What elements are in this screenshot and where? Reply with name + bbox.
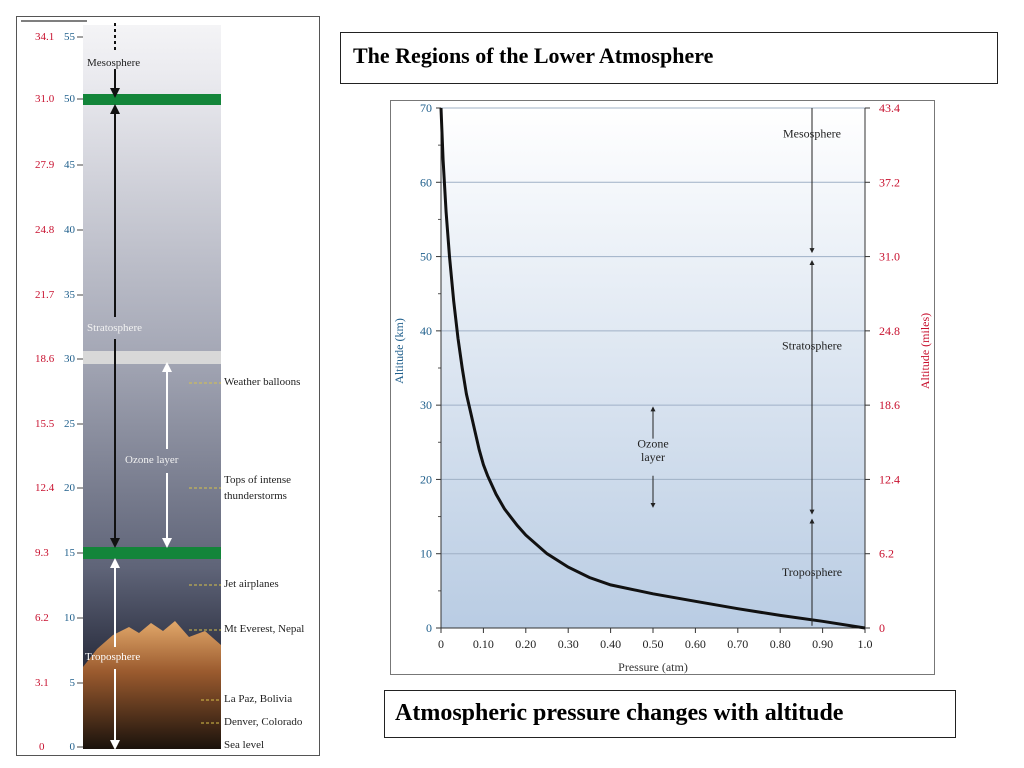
- layer-label-mesosphere: Mesosphere: [87, 57, 141, 69]
- x-tick-label: 0.30: [558, 637, 579, 651]
- mile-tick-label: 21.7: [35, 289, 55, 301]
- mile-tick-label: 6.2: [35, 612, 49, 624]
- km-tick-label: 0: [69, 741, 76, 753]
- marker-jet-airplanes: Jet airplanes: [224, 578, 279, 590]
- mile-tick-label: 24.8: [35, 224, 55, 236]
- x-tick-label: 0.40: [600, 637, 621, 651]
- km-tick-label: 50: [64, 93, 75, 105]
- y-tick-label-right: 31.0: [879, 250, 900, 264]
- km-tick-label: 10: [64, 612, 75, 624]
- mile-tick-label: 0: [39, 741, 45, 753]
- x-axis-label: Pressure (atm): [618, 660, 688, 674]
- x-tick-label: 1.0: [858, 637, 873, 651]
- mile-tick-label: 27.9: [35, 159, 55, 171]
- x-tick-label: 0.70: [727, 637, 748, 651]
- mile-tick-label: 12.4: [35, 482, 55, 494]
- x-tick-label: 0.50: [643, 637, 664, 651]
- marker-weather-balloons: Weather balloons: [224, 376, 301, 388]
- y-tick-label-right: 18.6: [879, 398, 900, 412]
- y-tick-label-right: 37.2: [879, 175, 900, 189]
- stratopause-band: [83, 94, 221, 105]
- mile-tick-label: 18.6: [35, 353, 55, 365]
- pressure-chart-panel: 0 10 20 30 40 50 60 70 0 6.2 12.4 18.6 24.8 31.0 37.2 4…: [390, 100, 935, 675]
- y-axis-label-left: Altitude (km): [392, 318, 406, 384]
- ozone-upper-band: [83, 351, 221, 364]
- y-tick-label-left: 20: [420, 472, 432, 486]
- tropopause-band: [83, 547, 221, 559]
- mile-tick-label: 15.5: [35, 418, 55, 430]
- marker-thunderstorms: Tops of intense thunderstorms: [224, 474, 292, 502]
- marker-dash-lines: [189, 382, 221, 724]
- atmosphere-column-panel: 34.1 31.0 27.9 24.8 21.7 18.6 15.5 12.4 …: [16, 16, 320, 756]
- y-tick-label-right: 43.4: [879, 101, 900, 115]
- km-tick-label: 5: [69, 677, 76, 689]
- x-tick-label: 0.20: [515, 637, 536, 651]
- layer-label-troposphere: Troposphere: [85, 651, 141, 663]
- y-tick-label-left: 60: [420, 175, 432, 189]
- annotation-ozone-line2: layer: [641, 450, 665, 464]
- km-tick-label: 35: [64, 289, 75, 301]
- marker-la-paz: La Paz, Bolivia: [224, 693, 293, 705]
- grid-lines: [441, 107, 865, 555]
- chart-caption: Atmospheric pressure changes with altitu…: [395, 700, 844, 726]
- y-tick-label-left: 50: [420, 250, 432, 264]
- km-ticks: [77, 36, 83, 748]
- km-tick-label: 45: [64, 159, 75, 171]
- mile-tick-label: 9.3: [35, 547, 49, 559]
- y-tick-label-left: 0: [426, 621, 432, 635]
- x-tick-label: 0.90: [812, 637, 833, 651]
- marker-sea-level: Sea level: [224, 739, 265, 751]
- pressure-chart-svg: 0 10 20 30 40 50 60 70 0 6.2 12.4 18.6 24.8 31.0 37.2 4…: [392, 101, 932, 674]
- mile-tick-label: 3.1: [35, 677, 49, 689]
- y-tick-label-left: 40: [420, 324, 432, 338]
- km-tick-label: 55: [64, 31, 75, 43]
- axes: [436, 107, 870, 633]
- y-tick-label-right: 24.8: [879, 324, 900, 338]
- y-axis-label-right: Altitude (miles): [918, 313, 932, 389]
- y-tick-label-right: 12.4: [879, 472, 900, 486]
- plot-area: [441, 108, 865, 628]
- x-tick-label: 0.60: [685, 637, 706, 651]
- km-tick-label: 30: [64, 353, 75, 365]
- y-tick-label-right: 0: [879, 621, 885, 635]
- km-tick-label: 40: [64, 224, 75, 236]
- km-tick-label: 20: [64, 482, 75, 494]
- title-box: The Regions of the Lower Atmosphere: [340, 32, 998, 84]
- layer-annotations: MesosphereStratosphereTroposphereOzonela…: [637, 108, 842, 626]
- page-title: The Regions of the Lower Atmosphere: [353, 43, 714, 68]
- x-tick-label: 0.10: [473, 637, 494, 651]
- annotation-ozone-line1: Ozone: [637, 436, 668, 450]
- marker-everest: Mt Everest, Nepal: [224, 623, 305, 635]
- km-tick-label: 15: [64, 547, 75, 559]
- x-tick-label: 0: [438, 637, 444, 651]
- y-tick-label-right: 6.2: [879, 547, 894, 561]
- mile-tick-label: 31.0: [35, 93, 55, 105]
- tick-labels: 0 10 20 30 40 50 60 70 0 6.2 12.4 18.6 24.8 31.0 37.2 4…: [420, 101, 900, 651]
- layer-label-ozone: Ozone layer: [125, 454, 179, 466]
- y-tick-label-left: 70: [420, 101, 432, 115]
- km-tick-labels: 55 50 45 40 35 30 25 20 15 10 5 0: [57, 17, 79, 755]
- caption-box: Atmospheric pressure changes with altitu…: [384, 690, 956, 738]
- mile-tick-label: 34.1: [35, 31, 55, 43]
- mountain-silhouette: [83, 621, 221, 749]
- atmosphere-column-svg: [21, 20, 221, 750]
- km-tick-label: 25: [64, 418, 75, 430]
- mile-tick-labels: 34.1 31.0 27.9 24.8 21.7 18.6 15.5 12.4 …: [17, 17, 57, 755]
- y-tick-label-left: 10: [420, 547, 432, 561]
- layer-label-stratosphere: Stratosphere: [87, 322, 142, 334]
- marker-denver: Denver, Colorado: [224, 716, 303, 728]
- pressure-curve: [439, 107, 866, 630]
- x-tick-label: 0.80: [770, 637, 791, 651]
- y-tick-label-left: 30: [420, 398, 432, 412]
